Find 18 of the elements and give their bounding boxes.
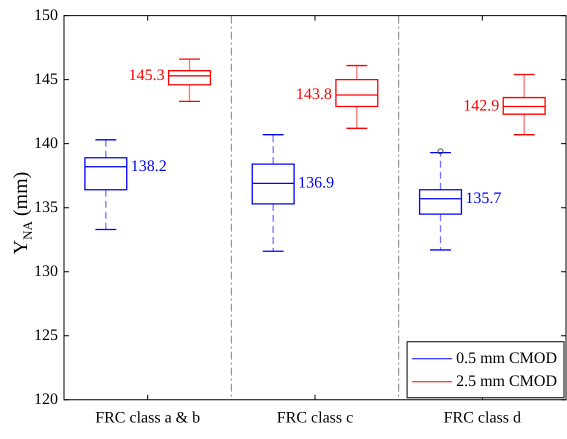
text: 136.9	[298, 174, 334, 192]
y-tick-label: 150	[34, 6, 58, 24]
x-tick-label: FRC class d	[444, 410, 522, 427]
x-tick-label: FRC class a & b	[95, 410, 200, 427]
y-tick-label: 140	[34, 134, 58, 152]
y-tick-label: 125	[34, 326, 58, 344]
text: 138.2	[130, 158, 167, 175]
text: 135.7	[465, 190, 502, 207]
text: 142.9	[463, 98, 500, 115]
x-tick-label: FRC class c	[276, 410, 354, 427]
legend-label: 0.5 mm CMOD	[456, 350, 558, 368]
text: 143.8	[296, 86, 332, 104]
y-tick-label: 120	[34, 391, 58, 408]
text: 145.3	[128, 66, 165, 84]
legend-label: 2.5 mm CMOD	[456, 373, 558, 390]
y-tick-label: 130	[34, 262, 58, 280]
y-tick-label: 145	[34, 70, 58, 88]
y-tick-label: 135	[34, 198, 58, 216]
